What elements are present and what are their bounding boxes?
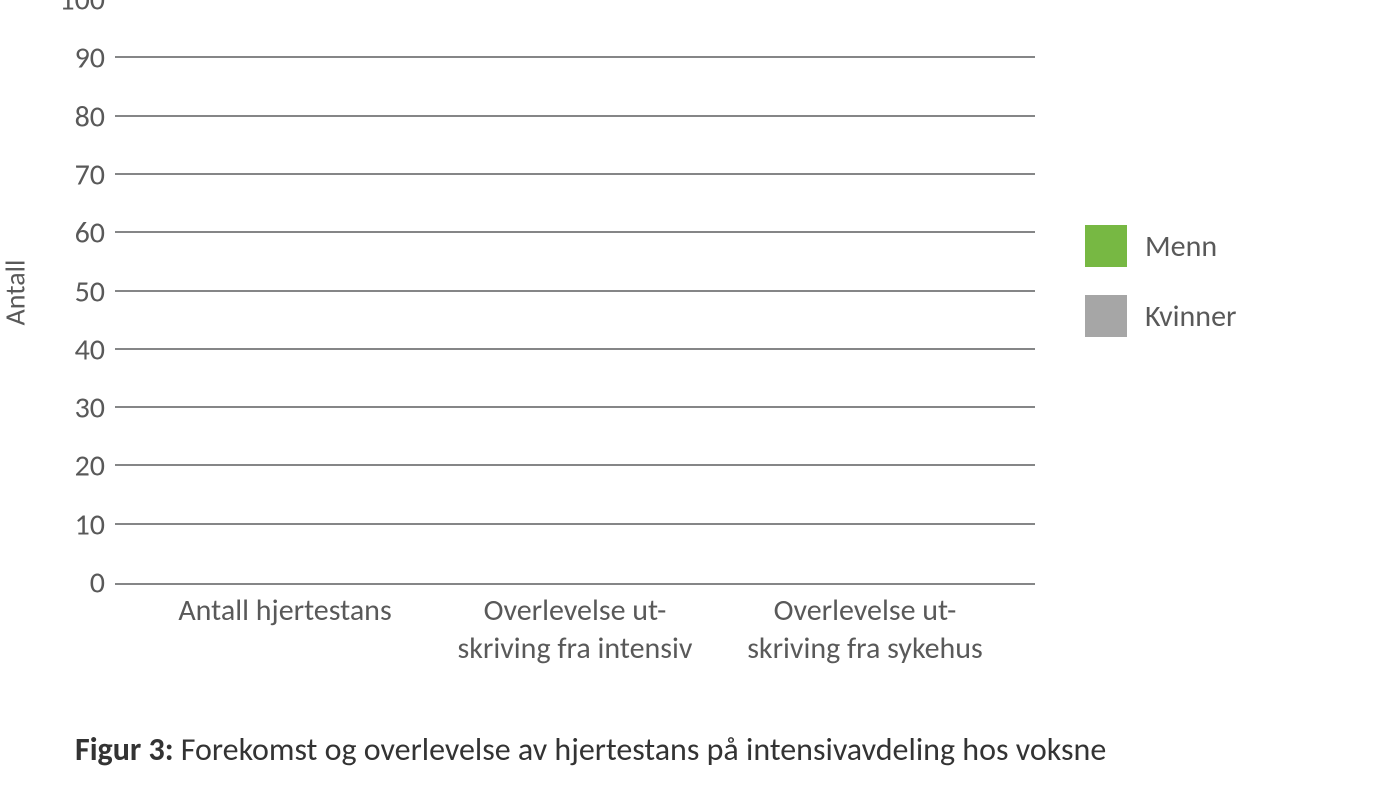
gridline [115,115,1035,117]
gridline [115,464,1035,466]
plot-area: 0102030405060708090100 [115,0,1035,585]
caption-prefix: Figur 3: [75,730,181,769]
x-axis-label: Overlevelse ut-skriving fra intensiv [430,592,720,667]
y-tick-label: 20 [40,448,105,485]
legend-swatch [1085,225,1127,267]
gridline [115,173,1035,175]
x-axis-label-line2: skriving fra intensiv [430,630,720,668]
x-axis-label-line1: Antall hjertestans [140,592,430,630]
y-tick-label: 30 [40,390,105,427]
x-axis-label: Overlevelse ut-skriving fra sykehus [720,592,1010,667]
y-axis-label: Antall [0,0,30,585]
figure-caption: Figur 3: Forekomst og overlevelse av hje… [75,730,1106,769]
gridline [115,231,1035,233]
legend-item: Kvinner [1085,295,1236,337]
gridline [115,56,1035,58]
legend-item: Menn [1085,225,1236,267]
x-axis-label: Antall hjertestans [140,592,430,667]
x-axis-labels: Antall hjertestansOverlevelse ut-skrivin… [115,592,1035,667]
x-axis-label-line1: Overlevelse ut- [430,592,720,630]
gridline [115,523,1035,525]
y-tick-label: 40 [40,331,105,368]
y-tick-label: 60 [40,215,105,252]
legend-label: Menn [1145,228,1217,265]
x-axis-label-line2: skriving fra sykehus [720,630,1010,668]
caption-text: Forekomst og overlevelse av hjertestans … [181,730,1106,769]
gridline [115,348,1035,350]
y-tick-label: 80 [40,98,105,135]
bars-container [115,0,1035,583]
legend-label: Kvinner [1145,298,1236,335]
y-tick-label: 50 [40,273,105,310]
x-axis-label-line1: Overlevelse ut- [720,592,1010,630]
legend-swatch [1085,295,1127,337]
chart-container: Antall 0102030405060708090100 Antall hje… [0,0,1400,700]
y-tick-label: 100 [40,0,105,19]
y-tick-label: 10 [40,506,105,543]
legend: Menn Kvinner [1085,225,1236,337]
y-tick-label: 90 [40,40,105,77]
gridline [115,406,1035,408]
gridline [115,290,1035,292]
y-tick-label: 0 [40,565,105,602]
y-axis-label-text: Antall [0,260,33,326]
y-tick-label: 70 [40,156,105,193]
